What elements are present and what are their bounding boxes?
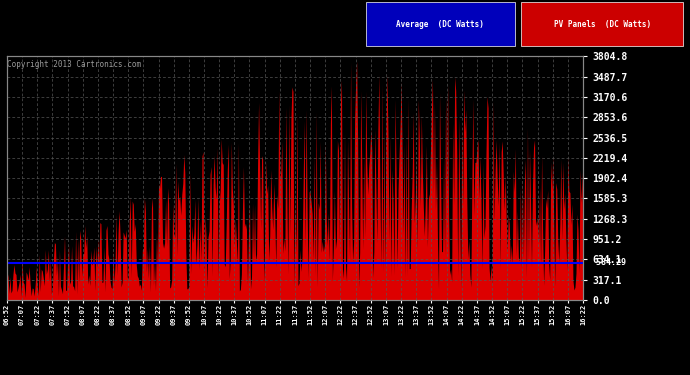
FancyBboxPatch shape — [521, 3, 683, 46]
Text: Total PV Panel Power & Average Power Mon Nov 18 16:32: Total PV Panel Power & Average Power Mon… — [123, 15, 567, 29]
Text: Copyright 2013 Cartronics.com: Copyright 2013 Cartronics.com — [8, 60, 141, 69]
Text: PV Panels  (DC Watts): PV Panels (DC Watts) — [553, 20, 651, 29]
FancyBboxPatch shape — [366, 3, 515, 46]
Text: 584.29: 584.29 — [586, 258, 626, 267]
Text: Average  (DC Watts): Average (DC Watts) — [396, 20, 484, 29]
